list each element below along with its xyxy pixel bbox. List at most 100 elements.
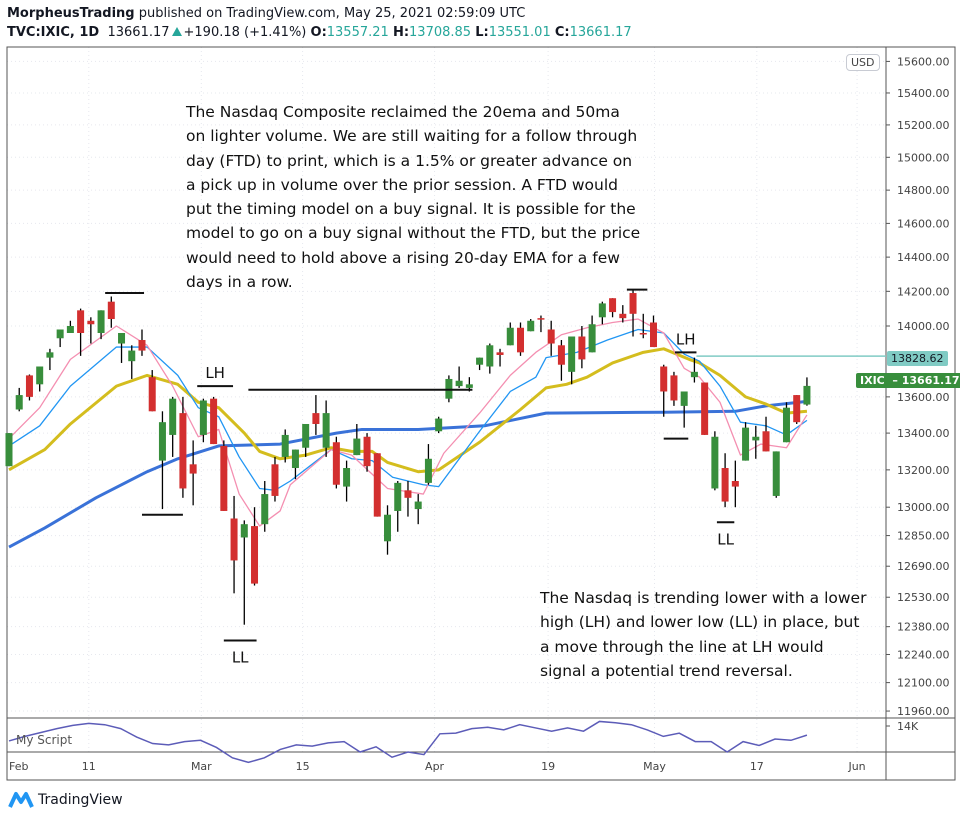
indicator-name[interactable]: My Script	[16, 733, 73, 747]
price-tick-label: 14600.00	[897, 217, 950, 230]
close-value: 13661.17	[569, 25, 632, 40]
candle-down	[107, 301, 115, 320]
candle-up	[56, 329, 64, 339]
indicator-line	[8, 720, 808, 764]
candle-up	[240, 524, 248, 538]
candle-down	[731, 481, 739, 487]
tradingview-logo-icon	[8, 792, 34, 808]
candle-up	[435, 418, 443, 432]
candle-up	[291, 449, 299, 469]
candle-up	[118, 332, 126, 344]
candle-down	[230, 518, 238, 561]
candle-down	[148, 377, 156, 412]
candle-down	[179, 413, 187, 489]
price-tick-label: 13600.00	[897, 391, 950, 404]
candle-down	[557, 345, 565, 365]
time-tick-label: 11	[82, 760, 96, 773]
candle-down	[87, 320, 95, 325]
time-tick-label: 19	[541, 760, 555, 773]
candle-down	[537, 318, 545, 320]
candle-down	[25, 375, 33, 397]
candle-down	[578, 336, 586, 360]
price-label: 13661.17	[901, 374, 960, 387]
last-price: 13661.17	[107, 25, 170, 40]
price-tick-label: 12850.00	[897, 530, 950, 543]
candle-up	[46, 352, 54, 358]
candle-down	[762, 431, 770, 452]
time-tick-label: 17	[750, 760, 764, 773]
price-tick-label: 14800.00	[897, 184, 950, 197]
candle-up	[711, 436, 719, 489]
publish-info: MorpheusTrading published on TradingView…	[7, 6, 525, 21]
lower-high-label: LH	[676, 330, 696, 348]
symbol: TVC:IXIC, 1D	[7, 25, 100, 40]
author[interactable]: MorpheusTrading	[7, 6, 135, 21]
candle-up	[261, 494, 269, 525]
price-tick-label: 13000.00	[897, 501, 950, 514]
candle-down	[404, 490, 412, 498]
candle-up	[353, 438, 361, 456]
annotation-note-bottom: The Nasdaq is trending lower with a lowe…	[540, 586, 866, 683]
candle-down	[547, 329, 555, 344]
up-triangle-icon	[171, 27, 182, 36]
candle-up	[486, 345, 494, 367]
candle-up	[742, 427, 750, 461]
indicator-tick-label: 14K	[897, 720, 919, 733]
candle-down	[701, 382, 709, 435]
candle-up	[384, 514, 392, 542]
annotation-note-top: The Nasdaq Composite reclaimed the 20ema…	[186, 100, 640, 294]
note-line: put the timing model on a buy signal. It…	[186, 200, 636, 219]
tradingview-logo[interactable]: TradingView	[8, 790, 123, 810]
price-tick-label: 14000.00	[897, 320, 950, 333]
candle-down	[721, 468, 729, 502]
candle-down	[649, 322, 657, 348]
candle-up	[690, 371, 698, 378]
candle-up	[169, 398, 177, 435]
candle-up	[302, 423, 310, 448]
lower-low-label: LL	[717, 530, 734, 548]
high-label: H:	[392, 25, 410, 40]
high-value: 13708.85	[409, 25, 472, 40]
candle-up	[128, 350, 136, 362]
candle-up	[465, 384, 473, 388]
candle-down	[670, 375, 678, 401]
time-tick-label: 15	[296, 760, 310, 773]
candle-up	[394, 482, 402, 511]
candle-up	[506, 327, 514, 346]
candle-down	[639, 332, 647, 335]
candle-up	[322, 413, 330, 448]
time-tick-label: Jun	[847, 760, 865, 773]
price-tick-label: 15400.00	[897, 87, 950, 100]
candle-up	[36, 366, 44, 385]
moving-average-ma_gold	[8, 347, 808, 474]
time-tick-label: Mar	[191, 760, 212, 773]
note-line: would need to hold above a rising 20-day…	[186, 248, 620, 267]
candle-down	[312, 413, 320, 424]
open-value: 13557.21	[326, 25, 389, 40]
candle-up	[568, 336, 576, 372]
candle-down	[332, 442, 340, 485]
candle-down	[210, 398, 218, 445]
candle-up	[772, 451, 780, 496]
chart-frame	[6, 46, 956, 781]
candle-down	[496, 352, 504, 355]
currency-button[interactable]: USD	[846, 54, 880, 71]
note-line: a pick up in volume over the prior sessi…	[186, 175, 619, 194]
candle-down	[619, 313, 627, 319]
lower-low-label: LL	[232, 649, 249, 667]
price-tick-label: 13400.00	[897, 427, 950, 440]
candle-up	[199, 400, 207, 435]
symbol-label: IXIC	[860, 374, 885, 387]
candle-up	[782, 407, 790, 443]
price-tick-label: 14200.00	[897, 285, 950, 298]
candle-down	[373, 453, 381, 517]
time-tick-label: Feb	[9, 760, 28, 773]
low-label: L:	[475, 25, 489, 40]
price-tick-label: 15000.00	[897, 151, 950, 164]
time-tick-label: Apr	[425, 760, 445, 773]
note-line: model to go on a buy signal without the …	[186, 224, 641, 243]
price-tick-label: 11960.00	[897, 705, 950, 718]
candle-down	[271, 464, 279, 496]
